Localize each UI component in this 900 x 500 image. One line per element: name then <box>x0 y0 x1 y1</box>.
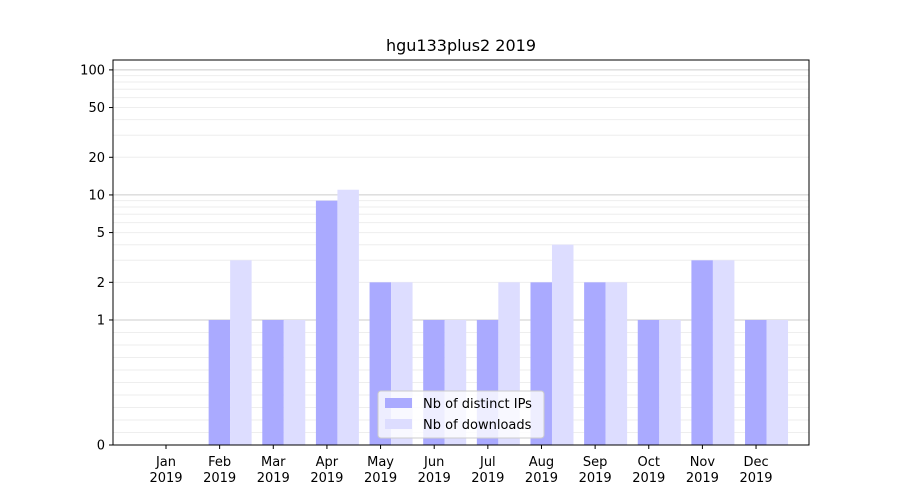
bar-distinct-ips <box>315 200 338 445</box>
bar-downloads <box>605 282 628 445</box>
legend-label-downloads: Nb of downloads <box>423 418 532 433</box>
legend: Nb of distinct IPs Nb of downloads <box>377 390 545 439</box>
chart-title: hgu133plus2 2019 <box>386 36 536 55</box>
bar-distinct-ips <box>637 319 660 445</box>
legend-box <box>377 390 545 439</box>
bar-distinct-ips <box>691 260 713 445</box>
plot-frame <box>112 59 810 446</box>
bar-downloads <box>283 319 306 445</box>
x-tick-label: Jan 2019 <box>149 455 182 486</box>
y-tick-label: 20 <box>88 151 105 166</box>
x-axis-ticks: Jan 2019 Feb 2019 Mar 2019 Apr 2019 May 2019 Jun 20… <box>149 445 773 486</box>
y-axis-ticks: 0 1 2 5 10 20 50 100 <box>80 63 113 454</box>
bar-distinct-ips <box>745 319 767 445</box>
x-tick-label: May 2019 <box>364 455 397 486</box>
x-tick-label: Sep 2019 <box>579 455 612 486</box>
x-tick-label: Jul 2019 <box>471 455 504 486</box>
y-tick-label: 100 <box>80 63 105 78</box>
bar-downloads <box>337 189 359 445</box>
x-tick-label: Nov 2019 <box>686 455 719 486</box>
bar-downloads <box>230 260 252 445</box>
bar-downloads <box>551 244 574 445</box>
bar-distinct-ips <box>584 282 606 445</box>
y-tick-label: 10 <box>88 188 105 203</box>
x-tick-label: Jun 2019 <box>418 455 451 486</box>
legend-swatch-distinct-ips <box>385 398 412 408</box>
x-tick-label: Dec 2019 <box>739 455 772 486</box>
y-tick-label: 5 <box>97 226 105 241</box>
x-tick-label: Mar 2019 <box>257 455 290 486</box>
y-tick-label: 2 <box>97 276 105 291</box>
legend-label-distinct-ips: Nb of distinct IPs <box>423 397 532 412</box>
y-tick-label: 0 <box>97 439 105 454</box>
bar-distinct-ips <box>262 319 284 445</box>
x-tick-label: Feb 2019 <box>203 455 236 486</box>
y-tick-label: 1 <box>97 313 105 328</box>
x-tick-label: Oct 2019 <box>632 455 665 486</box>
bar-downloads <box>659 319 681 445</box>
y-tick-label: 50 <box>88 101 105 116</box>
bar-downloads <box>766 319 789 445</box>
x-tick-label: Aug 2019 <box>525 455 558 486</box>
bar-downloads <box>712 260 735 445</box>
bar-distinct-ips <box>208 319 231 445</box>
x-tick-label: Apr 2019 <box>310 455 343 486</box>
legend-swatch-downloads <box>385 419 412 429</box>
